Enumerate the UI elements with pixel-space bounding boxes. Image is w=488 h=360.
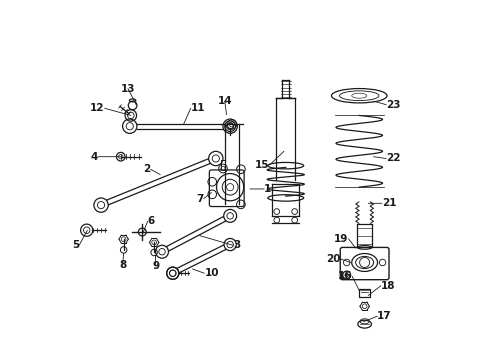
Text: 16: 16 bbox=[337, 271, 351, 281]
Text: 15: 15 bbox=[255, 160, 269, 170]
Text: 17: 17 bbox=[376, 311, 391, 321]
Text: 2: 2 bbox=[143, 164, 150, 174]
Text: 22: 22 bbox=[386, 153, 400, 163]
Text: 4: 4 bbox=[91, 152, 98, 162]
Text: 5: 5 bbox=[72, 239, 80, 249]
Text: 10: 10 bbox=[204, 268, 219, 278]
Text: 23: 23 bbox=[386, 100, 400, 110]
Text: 13: 13 bbox=[121, 84, 135, 94]
Text: 21: 21 bbox=[381, 198, 396, 208]
Text: 18: 18 bbox=[380, 281, 394, 291]
Text: 8: 8 bbox=[119, 260, 126, 270]
Text: 3: 3 bbox=[233, 240, 240, 250]
Text: 7: 7 bbox=[196, 194, 203, 204]
Text: 11: 11 bbox=[190, 103, 205, 113]
Text: 14: 14 bbox=[217, 96, 232, 106]
Text: 1: 1 bbox=[264, 184, 271, 194]
Text: 9: 9 bbox=[152, 261, 159, 271]
Text: 19: 19 bbox=[333, 234, 348, 244]
Text: 12: 12 bbox=[90, 103, 104, 113]
Text: 20: 20 bbox=[325, 254, 340, 264]
Text: 6: 6 bbox=[147, 216, 155, 226]
